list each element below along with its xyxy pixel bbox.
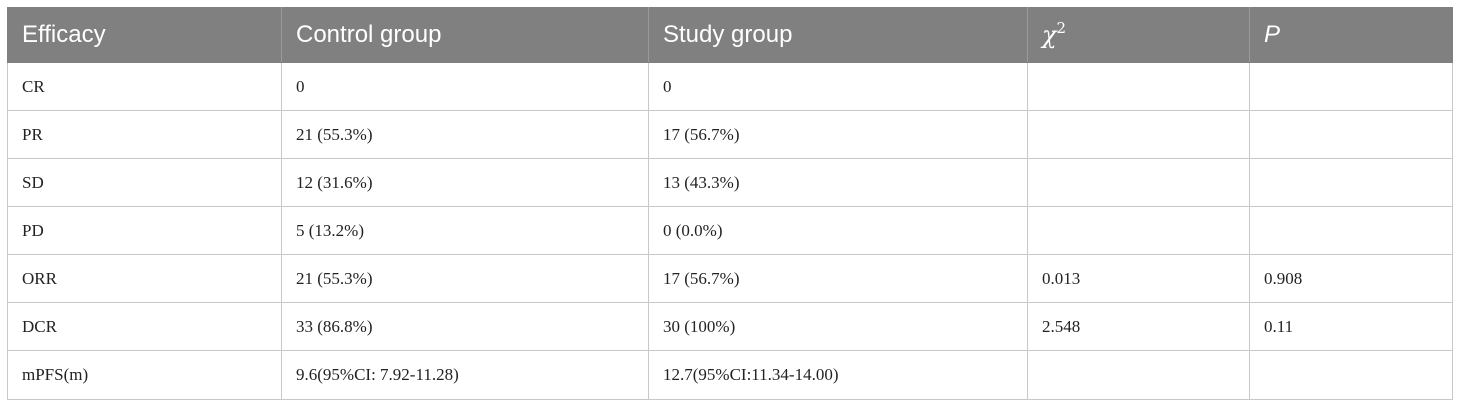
chi-exponent: 2: [1056, 18, 1067, 37]
cell-chi: [1027, 206, 1250, 255]
table-row: ORR 21 (55.3%) 17 (56.7%) 0.013 0.908: [7, 254, 1453, 303]
cell-control: 21 (55.3%): [281, 254, 649, 303]
cell-p: 0.908: [1249, 254, 1453, 303]
cell-chi: 2.548: [1027, 302, 1250, 351]
header-study-group: Study group: [648, 7, 1028, 63]
table-row: CR 0 0: [7, 62, 1453, 111]
header-chi-square: χ2: [1027, 7, 1250, 63]
table-row: PD 5 (13.2%) 0 (0.0%): [7, 206, 1453, 255]
efficacy-table-container: Efficacy Control group Study group χ2 P …: [7, 7, 1453, 400]
cell-efficacy: PR: [7, 110, 282, 159]
cell-chi: [1027, 350, 1250, 400]
chi-symbol: χ2: [1042, 18, 1067, 49]
cell-study: 0: [648, 62, 1028, 111]
cell-chi: [1027, 110, 1250, 159]
cell-p: [1249, 158, 1453, 207]
cell-efficacy: mPFS(m): [7, 350, 282, 400]
cell-control: 33 (86.8%): [281, 302, 649, 351]
cell-study: 13 (43.3%): [648, 158, 1028, 207]
efficacy-table: Efficacy Control group Study group χ2 P …: [7, 7, 1453, 400]
table-row: DCR 33 (86.8%) 30 (100%) 2.548 0.11: [7, 302, 1453, 351]
cell-study: 12.7(95%CI:11.34-14.00): [648, 350, 1028, 400]
cell-control: 9.6(95%CI: 7.92-11.28): [281, 350, 649, 400]
cell-study: 0 (0.0%): [648, 206, 1028, 255]
table-header: Efficacy Control group Study group χ2 P: [7, 7, 1453, 63]
cell-chi: [1027, 158, 1250, 207]
table-row: PR 21 (55.3%) 17 (56.7%): [7, 110, 1453, 159]
cell-study: 30 (100%): [648, 302, 1028, 351]
cell-efficacy: DCR: [7, 302, 282, 351]
cell-p: [1249, 206, 1453, 255]
cell-efficacy: CR: [7, 62, 282, 111]
cell-p: 0.11: [1249, 302, 1453, 351]
cell-chi: 0.013: [1027, 254, 1250, 303]
cell-p: [1249, 350, 1453, 400]
header-row: Efficacy Control group Study group χ2 P: [7, 7, 1453, 63]
cell-control: 12 (31.6%): [281, 158, 649, 207]
table-row: mPFS(m) 9.6(95%CI: 7.92-11.28) 12.7(95%C…: [7, 350, 1453, 400]
cell-efficacy: ORR: [7, 254, 282, 303]
cell-efficacy: PD: [7, 206, 282, 255]
cell-chi: [1027, 62, 1250, 111]
cell-p: [1249, 110, 1453, 159]
header-control-group: Control group: [281, 7, 649, 63]
cell-control: 21 (55.3%): [281, 110, 649, 159]
cell-control: 0: [281, 62, 649, 111]
table-body: CR 0 0 PR 21 (55.3%) 17 (56.7%) SD 12 (3…: [7, 62, 1453, 400]
cell-p: [1249, 62, 1453, 111]
header-efficacy: Efficacy: [7, 7, 282, 63]
p-symbol: P: [1264, 21, 1281, 48]
chi-letter: χ: [1042, 20, 1057, 49]
table-row: SD 12 (31.6%) 13 (43.3%): [7, 158, 1453, 207]
cell-efficacy: SD: [7, 158, 282, 207]
cell-control: 5 (13.2%): [281, 206, 649, 255]
cell-study: 17 (56.7%): [648, 254, 1028, 303]
cell-study: 17 (56.7%): [648, 110, 1028, 159]
header-p-value: P: [1249, 7, 1453, 63]
